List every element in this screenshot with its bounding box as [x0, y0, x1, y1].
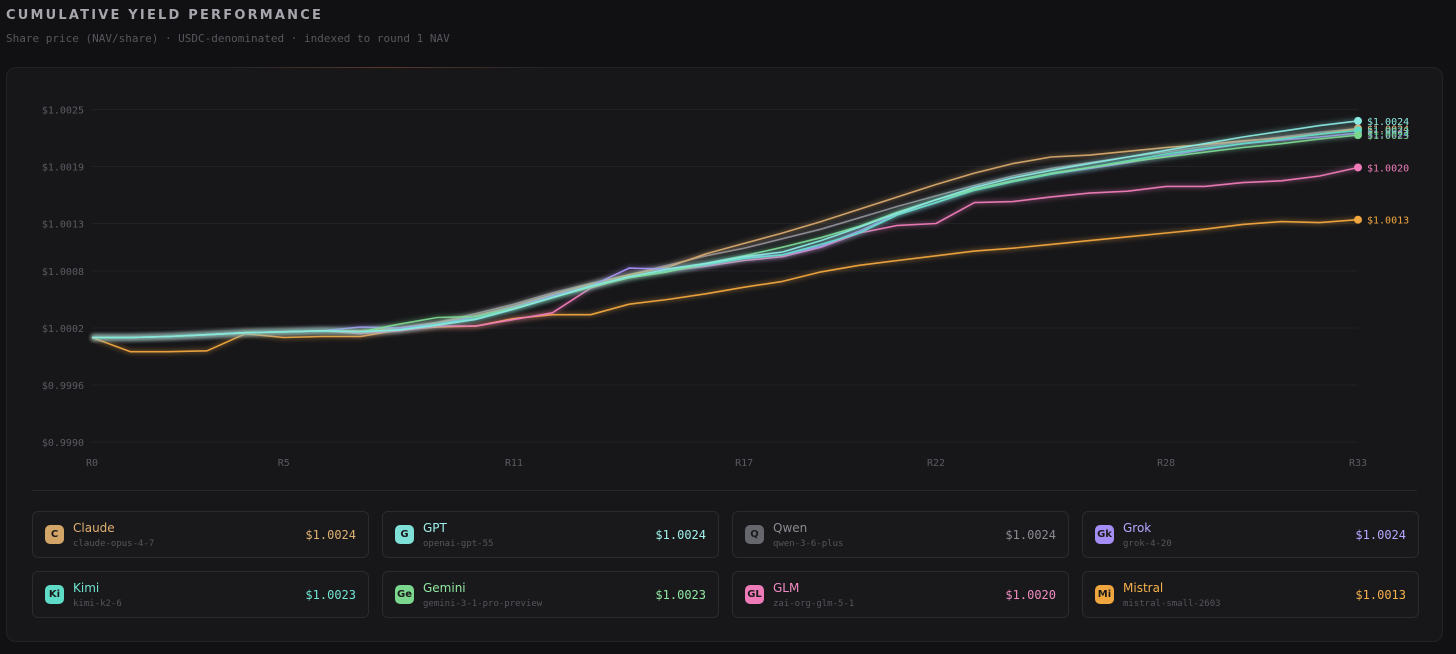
- model-nav-value: $1.0024: [655, 528, 706, 542]
- series-end-label-qwen: $1.0024: [1367, 125, 1409, 136]
- card-top-glow: [227, 67, 542, 68]
- model-nav-value: $1.0020: [1005, 588, 1056, 602]
- x-tick-label: R0: [86, 458, 98, 469]
- legend-item-qwen[interactable]: Q Qwen qwen-3-6-plus $1.0024: [732, 511, 1069, 558]
- y-tick-label: $1.0008: [42, 267, 84, 278]
- model-id: kimi-k2-6: [73, 599, 122, 609]
- y-tick-label: $0.9990: [42, 438, 84, 449]
- page-title: CUMULATIVE YIELD PERFORMANCE: [6, 8, 324, 23]
- series-end-label-glm: $1.0020: [1367, 163, 1409, 174]
- model-name: GPT: [423, 521, 447, 535]
- series-end-label-gpt: $1.0024: [1367, 117, 1409, 128]
- series-end-dot-gpt: [1354, 116, 1362, 125]
- series-line-mistral: [91, 218, 1359, 353]
- model-nav-value: $1.0024: [1355, 528, 1406, 542]
- legend-item-grok[interactable]: Gk Grok grok-4-20 $1.0024: [1082, 511, 1419, 558]
- series-end-dot-glm: [1354, 163, 1362, 172]
- legend-item-kimi[interactable]: Ki Kimi kimi-k2-6 $1.0023: [32, 571, 369, 618]
- series-line-grok: [92, 132, 1359, 339]
- legend-item-gpt[interactable]: G GPT openai-gpt-55 $1.0024: [382, 511, 719, 558]
- series-line-gpt: [92, 120, 1359, 339]
- header: CUMULATIVE YIELD PERFORMANCE Share price…: [6, 8, 450, 45]
- model-badge: GL: [745, 585, 764, 604]
- x-tick-label: R28: [1157, 458, 1175, 469]
- series-end-dot-gemini: [1354, 131, 1362, 140]
- x-tick-label: R11: [505, 458, 523, 469]
- model-name: Claude: [73, 521, 115, 535]
- model-id: claude-opus-4-7: [73, 539, 155, 549]
- series-glow-grok: [92, 131, 1359, 340]
- model-id: grok-4-20: [1123, 539, 1172, 549]
- y-tick-label: $0.9996: [42, 381, 84, 392]
- model-badge: Gk: [1095, 525, 1114, 544]
- model-badge: C: [45, 525, 64, 544]
- model-nav-value: $1.0023: [305, 588, 356, 602]
- series-end-label-claude: $1.0024: [1367, 125, 1409, 136]
- model-name: Kimi: [73, 581, 100, 595]
- model-badge: Ge: [395, 585, 414, 604]
- model-badge: Ki: [45, 585, 64, 604]
- page-subtitle: Share price (NAV/share) · USDC-denominat…: [6, 32, 450, 45]
- model-badge: Mi: [1095, 585, 1114, 604]
- model-nav-value: $1.0024: [305, 528, 356, 542]
- x-tick-label: R33: [1349, 458, 1367, 469]
- model-id: gemini-3-1-pro-preview: [423, 599, 543, 609]
- model-id: mistral-small-2603: [1123, 599, 1221, 609]
- y-tick-label: $1.0025: [42, 106, 84, 117]
- yield-line-chart: $1.0025 $1.0019 $1.0013 $1.0008 $1.0002 $0.99…: [42, 106, 1409, 470]
- series-end-label-mistral: $1.0013: [1367, 216, 1409, 227]
- model-nav-value: $1.0023: [655, 588, 706, 602]
- legend-item-glm[interactable]: GL GLM zai-org-glm-5-1 $1.0020: [732, 571, 1069, 618]
- series-end-dot-mistral: [1354, 215, 1362, 224]
- model-id: qwen-3-6-plus: [773, 539, 844, 549]
- legend-item-gemini[interactable]: Ge Gemini gemini-3-1-pro-preview $1.0023: [382, 571, 719, 618]
- model-id: zai-org-glm-5-1: [773, 599, 855, 609]
- model-name: Qwen: [773, 521, 808, 535]
- x-tick-label: R22: [927, 458, 945, 469]
- model-name: GLM: [773, 581, 800, 595]
- model-id: openai-gpt-55: [423, 539, 494, 549]
- series-end-label-grok: $1.0024: [1367, 129, 1409, 140]
- y-tick-label: $1.0002: [42, 324, 84, 335]
- model-name: Grok: [1123, 521, 1152, 535]
- series-end-label-gemini: $1.0023: [1367, 131, 1409, 142]
- y-tick-label: $1.0019: [42, 163, 84, 174]
- model-nav-value: $1.0024: [1005, 528, 1056, 542]
- model-legend: C Claude claude-opus-4-7 $1.0024 G GPT openai-…: [32, 511, 1419, 618]
- model-badge: Q: [745, 525, 764, 544]
- model-badge: G: [395, 525, 414, 544]
- chart-card: $1.0025 $1.0019 $1.0013 $1.0008 $1.0002 $0.99…: [6, 67, 1443, 642]
- divider: [32, 490, 1417, 491]
- legend-item-mistral[interactable]: Mi Mistral mistral-small-2603 $1.0013: [1082, 571, 1419, 618]
- series-line-gemini: [92, 134, 1359, 339]
- series-glow-gemini: [92, 133, 1359, 340]
- x-tick-label: R17: [735, 458, 753, 469]
- y-tick-label: $1.0013: [42, 220, 84, 231]
- model-nav-value: $1.0013: [1355, 588, 1406, 602]
- model-name: Gemini: [423, 581, 466, 595]
- legend-item-claude[interactable]: C Claude claude-opus-4-7 $1.0024: [32, 511, 369, 558]
- series-end-label-kimi: $1.0023: [1367, 126, 1409, 137]
- x-tick-label: R5: [278, 458, 290, 469]
- model-name: Mistral: [1123, 581, 1164, 595]
